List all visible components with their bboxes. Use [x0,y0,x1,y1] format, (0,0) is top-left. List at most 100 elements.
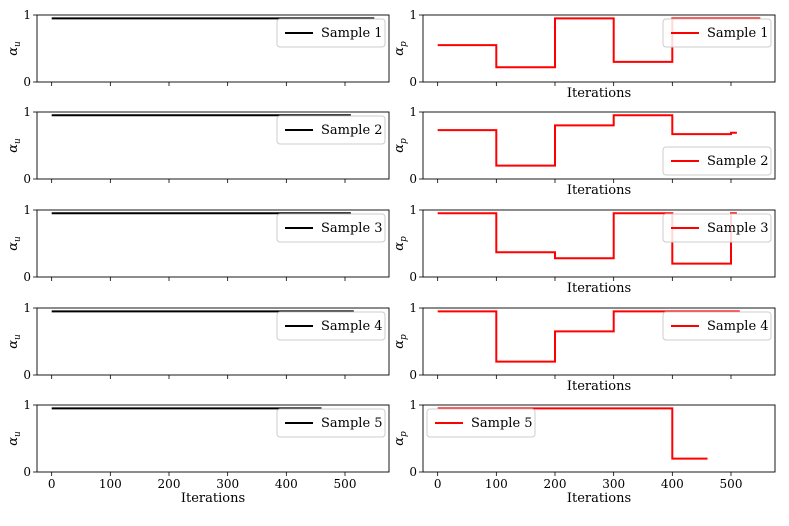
legend-box [276,18,386,48]
y-axis-label: αp [392,41,409,56]
y-tick-label: 1 [23,8,31,22]
y-tick-label: 1 [23,398,31,412]
legend-box [276,115,386,145]
y-tick-label: 0 [409,75,417,89]
legend: Sample 3 [662,213,772,243]
x-tick-label: 200 [544,477,567,491]
legend-label: Sample 2 [321,123,383,138]
legend-box [276,311,386,341]
y-axis-label: αu [6,138,23,153]
x-axis-label: Iterations [567,281,631,296]
legend-box [662,213,772,243]
legend-label: Sample 1 [707,26,769,41]
legend-box [276,213,386,243]
legend: Sample 3 [276,213,386,243]
x-tick-label: 200 [158,477,181,491]
legend: Sample 5 [276,408,386,438]
y-tick-label: 0 [23,465,31,479]
legend-box [662,311,772,341]
legend-label: Sample 5 [471,416,533,431]
legend-label: Sample 5 [321,416,383,431]
x-axis-label: Iterations [567,379,631,394]
axes-frame [36,14,390,83]
legend-box [662,18,772,48]
y-tick-label: 1 [409,203,417,217]
y-tick-label: 1 [409,8,417,22]
legend-label: Sample 3 [707,221,769,236]
axes-frame [422,307,776,376]
x-axis-label: Iterations [181,491,245,506]
x-tick-label: 100 [485,477,508,491]
x-tick-label: 300 [216,477,239,491]
x-tick-label: 100 [99,477,122,491]
axes-frame [36,307,390,376]
y-tick-label: 1 [409,301,417,315]
series-line [437,114,737,167]
y-axis-label: αu [6,334,23,349]
y-tick-label: 0 [409,172,417,186]
x-axis-label: Iterations [567,86,631,101]
subplot-l1: 0 1 αu Sample 1 [6,8,390,89]
subplot-r3: 0 1 αp Iterations Sample 3 [392,203,776,296]
subplot-l4: 0 1 αu Sample 4 [6,301,390,382]
y-tick-label: 0 [409,368,417,382]
x-tick-label: 0 [434,477,442,491]
y-tick-label: 1 [23,301,31,315]
legend-label: Sample 2 [707,154,769,169]
legend-label: Sample 4 [321,319,383,334]
y-axis-label: αp [392,431,409,446]
axes-frame [422,404,776,473]
subplot-r5: 0 100 200 300 400 500 0 1 αp Iterations Sample 5 [392,398,776,506]
x-tick-label: 500 [720,477,743,491]
y-axis-label: αp [392,236,409,251]
y-tick-label: 0 [23,172,31,186]
subplot-r4: 0 1 αp Iterations Sample 4 [392,301,776,394]
axes-frame [36,209,390,278]
x-tick-label: 400 [275,477,298,491]
x-tick-label: 500 [334,477,357,491]
axes-frame [422,111,776,180]
y-tick-label: 0 [23,75,31,89]
subplot-l5: 0 100 200 300 400 500 0 1 αu Iterations Sample 5 [6,398,390,506]
y-tick-label: 1 [409,398,417,412]
x-tick-label: 0 [48,477,56,491]
legend: Sample 2 [662,146,772,176]
subplot-l2: 0 1 αu Sample 2 [6,105,390,186]
legend: Sample 5 [426,408,536,438]
legend: Sample 4 [662,311,772,341]
legend: Sample 1 [276,18,386,48]
subplot-r1: 0 1 αp Iterations Sample 1 [392,8,776,101]
series-line [437,310,740,363]
subplot-l3: 0 1 αu Sample 3 [6,203,390,284]
legend-label: Sample 4 [707,319,769,334]
axes-frame [422,209,776,278]
y-tick-label: 0 [409,465,417,479]
series-line [437,212,737,265]
legend-box [276,408,386,438]
legend-box [426,408,536,438]
y-tick-label: 1 [23,105,31,119]
y-axis-label: αp [392,138,409,153]
series-line [437,407,708,460]
y-axis-label: αu [6,236,23,251]
y-axis-label: αp [392,334,409,349]
axes-frame [422,14,776,83]
y-tick-label: 0 [23,368,31,382]
x-tick-label: 300 [602,477,625,491]
y-tick-label: 0 [409,270,417,284]
legend-box [662,146,772,176]
x-axis-label: Iterations [567,491,631,506]
legend: Sample 2 [276,115,386,145]
subplot-r2: 0 1 αp Iterations Sample 2 [392,105,776,198]
legend: Sample 1 [662,18,772,48]
x-tick-label: 400 [661,477,684,491]
y-axis-label: αu [6,431,23,446]
y-axis-label: αu [6,41,23,56]
axes-frame [36,404,390,473]
x-axis-label: Iterations [567,183,631,198]
y-tick-label: 1 [409,105,417,119]
legend-label: Sample 1 [321,26,383,41]
legend-label: Sample 3 [321,221,383,236]
y-tick-label: 1 [23,203,31,217]
